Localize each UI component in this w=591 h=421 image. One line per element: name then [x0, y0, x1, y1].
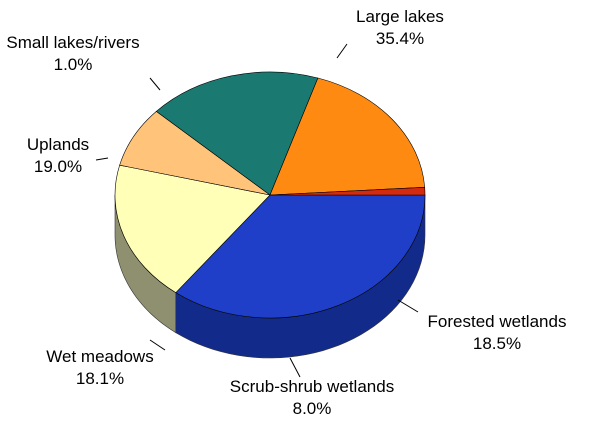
label-layer: Large lakes 35.4% Forested wetlands 18.5% Sc…: [6, 7, 566, 418]
slice-percent-scrub-shrub-wetlands: 8.0%: [293, 399, 332, 418]
slice-percent-wet-meadows: 18.1%: [76, 369, 124, 388]
leader-line-forested-wetlands: [397, 299, 419, 313]
slice-percent-large-lakes: 35.4%: [376, 29, 424, 48]
slice-label-forested-wetlands: Forested wetlands: [428, 312, 567, 331]
slice-percent-uplands: 19.0%: [34, 157, 82, 176]
slice-percent-small-lakes-rivers: 1.0%: [54, 55, 93, 74]
slice-label-small-lakes-rivers: Small lakes/rivers: [6, 33, 139, 52]
leader-line-wet-meadows: [149, 339, 166, 351]
pie-top-layer: [114, 71, 426, 319]
slice-label-scrub-shrub-wetlands: Scrub-shrub wetlands: [230, 377, 394, 396]
leader-line-layer: [95, 43, 419, 378]
slice-label-wet-meadows: Wet meadows: [46, 347, 153, 366]
slice-percent-forested-wetlands: 18.5%: [473, 334, 521, 353]
slice-label-large-lakes: Large lakes: [356, 7, 444, 26]
slice-label-uplands: Uplands: [27, 135, 89, 154]
leader-line-small-lakes-rivers: [149, 77, 161, 91]
pie-slice-uplands: [269, 77, 426, 196]
leader-line-large-lakes: [336, 43, 348, 59]
leader-line-scrub-shrub-wetlands: [289, 357, 301, 378]
leader-line-uplands: [95, 157, 109, 161]
pie-slice-wet-meadows: [155, 71, 319, 196]
pie-slice-forested-wetlands: [114, 164, 271, 294]
pie-slice-small-lakes-rivers: [269, 186, 426, 196]
pie-slice-large-lakes: [175, 194, 426, 319]
